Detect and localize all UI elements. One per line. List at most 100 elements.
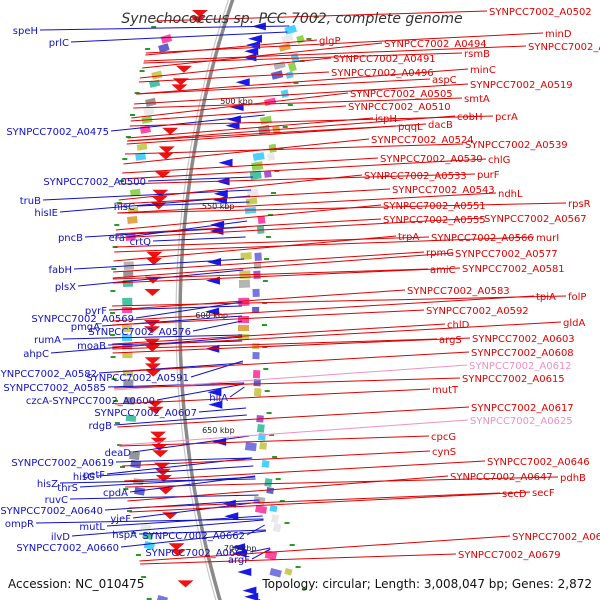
left-gene-label[interactable]: SYNPCC7002_A0640: [0, 506, 103, 517]
right-gene-label[interactable]: SYNPCC7002_A0608: [471, 348, 574, 359]
right-gene-label[interactable]: chlD: [447, 320, 470, 331]
right-gene-label[interactable]: SYNPCC7002_A0543: [392, 185, 495, 196]
right-gene-label[interactable]: SYNPCC7002_A0524: [371, 135, 474, 146]
right-gene-label[interactable]: SYNPCC7002_A0625: [470, 416, 573, 427]
right-gene-label[interactable]: pdhB: [560, 473, 586, 484]
right-gene-label[interactable]: SYNPCC7002_A0581: [462, 264, 565, 275]
right-gene-label[interactable]: SYNPCC7002_A0519: [470, 80, 573, 91]
left-gene-label[interactable]: yjeF: [110, 514, 131, 525]
right-gene-label[interactable]: cobH: [457, 112, 482, 123]
right-gene-label[interactable]: rpsR: [568, 199, 591, 210]
right-gene-label[interactable]: SYNPCC7002_A0583: [407, 286, 510, 297]
left-gene-label[interactable]: SYNPCC7002_A0585: [3, 383, 106, 394]
right-gene-label[interactable]: SYNPCC7002_A0551: [383, 201, 486, 212]
right-gene-label[interactable]: SYNPCC7002_A0679: [458, 550, 561, 561]
left-gene-label[interactable]: fabH: [48, 265, 72, 276]
right-gene-label[interactable]: rpmG: [426, 248, 454, 259]
left-gene-label[interactable]: hisIE: [34, 208, 58, 219]
left-gene-label[interactable]: SYNPCC7002_A0591: [86, 373, 189, 384]
right-gene-label[interactable]: SYNPCC7002_A0646: [487, 457, 590, 468]
left-gene-label[interactable]: thrS: [57, 483, 78, 494]
right-gene-label[interactable]: ispH: [375, 114, 397, 125]
right-gene-label[interactable]: secF: [532, 488, 555, 499]
left-gene-label[interactable]: SYNPCC7002_A0607: [94, 408, 197, 419]
right-gene-label[interactable]: tpiA: [536, 292, 556, 303]
right-gene-label[interactable]: trpA: [398, 232, 419, 243]
right-gene-label[interactable]: dacB: [428, 120, 453, 131]
right-gene-label[interactable]: argS: [439, 335, 462, 346]
left-gene-label[interactable]: SYNPCC7002_A0582: [0, 369, 97, 380]
right-gene-label[interactable]: SYNPCC7002_A0530: [380, 154, 483, 165]
right-gene-label[interactable]: murI: [536, 233, 559, 244]
right-gene-label[interactable]: pqqL: [398, 122, 423, 133]
right-gene-label[interactable]: SYNPCC7002_A0491: [333, 54, 436, 65]
left-gene-label[interactable]: ilvD: [51, 532, 70, 543]
right-gene-label[interactable]: SYNPCC7002_A0496: [331, 68, 434, 79]
left-gene-label[interactable]: SYNPCC7002_A0569: [31, 314, 134, 325]
left-gene-label[interactable]: SYNPCC7002_A0669: [145, 548, 248, 559]
right-gene-label[interactable]: SYNPCC7002_A0567: [484, 214, 587, 225]
left-gene-label[interactable]: SYNPCC7002_A0619: [11, 458, 114, 469]
left-gene-label[interactable]: moaB: [77, 341, 106, 352]
left-gene-label[interactable]: era: [109, 233, 125, 244]
left-gene-label[interactable]: prlC: [49, 38, 69, 49]
left-gene-label[interactable]: hspA: [112, 530, 137, 541]
right-gene-label[interactable]: SYNPCC7002_A0617: [471, 403, 574, 414]
left-gene-label[interactable]: hisC: [114, 202, 135, 213]
right-gene-label[interactable]: SYNPCC7002_A0577: [455, 249, 558, 260]
right-gene-label[interactable]: SYNPCC7002_A0647: [450, 472, 553, 483]
right-gene-label[interactable]: SYNPCC7002_A0539: [465, 140, 568, 151]
right-gene-label[interactable]: secD: [502, 489, 527, 500]
right-gene-label[interactable]: gldA: [563, 318, 585, 329]
left-gene-label[interactable]: ahpC: [23, 349, 49, 360]
right-gene-label[interactable]: glgP: [319, 36, 341, 47]
left-gene-label[interactable]: SYNPCC7002_A0576: [88, 327, 191, 338]
left-gene-label[interactable]: rdgB: [89, 421, 113, 432]
right-gene-label[interactable]: cynS: [432, 447, 456, 458]
left-gene-label[interactable]: SYNPCC7002_A0662: [142, 531, 245, 542]
right-gene-label[interactable]: SYNPCC7002_A0603: [472, 334, 575, 345]
left-gene-label[interactable]: hisZ: [37, 479, 58, 490]
left-gene-label[interactable]: argF: [228, 555, 250, 566]
left-gene-label[interactable]: SYNPCC7002_A0475: [6, 127, 109, 138]
left-gene-label[interactable]: hisG: [73, 472, 95, 483]
left-gene-label[interactable]: petF: [83, 470, 105, 481]
right-gene-label[interactable]: SYNPCC7002_A0592: [426, 306, 529, 317]
left-gene-label[interactable]: hliA: [209, 393, 228, 404]
right-gene-label[interactable]: SYNPCC7002_A0533: [364, 171, 467, 182]
left-gene-label[interactable]: rumA: [34, 335, 61, 346]
left-gene-label[interactable]: plsX: [55, 282, 76, 293]
left-gene-label[interactable]: czcA-SYNPCC7002_A0600: [26, 396, 155, 407]
right-gene-label[interactable]: SYNPCC7002_A0555: [383, 215, 486, 226]
right-gene-label[interactable]: SYNPCC7002_A0673: [512, 532, 600, 543]
left-gene-label[interactable]: ruvC: [45, 495, 68, 506]
right-gene-label[interactable]: mutT: [432, 385, 459, 396]
right-gene-label[interactable]: SYNPCC7002_A0502: [489, 7, 592, 18]
left-gene-label[interactable]: speH: [13, 26, 38, 37]
right-gene-label[interactable]: SYNPCC7002_A0615: [462, 374, 565, 385]
right-gene-label[interactable]: purF: [477, 170, 500, 181]
left-gene-label[interactable]: SYNPCC7002_A0660: [16, 543, 119, 554]
right-gene-label[interactable]: folP: [568, 292, 586, 303]
right-gene-label[interactable]: SYNPCC7002_A0510: [348, 102, 451, 113]
left-gene-label[interactable]: deaD: [105, 448, 132, 459]
right-gene-label[interactable]: SYNPCC7002_A0505: [350, 89, 453, 100]
right-gene-label[interactable]: amiC: [430, 265, 456, 276]
right-gene-label[interactable]: smtA: [464, 94, 490, 105]
right-gene-label[interactable]: rsmB: [464, 49, 490, 60]
left-gene-label[interactable]: SYNPCC7002_A0500: [43, 177, 146, 188]
right-gene-label[interactable]: chlG: [488, 155, 510, 166]
right-gene-label[interactable]: SYNPCC7002_A0612: [469, 361, 572, 372]
right-gene-label[interactable]: aspC: [432, 75, 457, 86]
right-gene-label[interactable]: ndhL: [498, 189, 523, 200]
left-gene-label[interactable]: crtQ: [130, 237, 152, 248]
left-gene-label[interactable]: pyrF: [85, 306, 107, 317]
right-gene-label[interactable]: SYNPCC7002_A0509: [528, 42, 600, 53]
left-gene-label[interactable]: ompR: [5, 519, 34, 530]
left-gene-label[interactable]: cpdA: [103, 488, 128, 499]
left-gene-label[interactable]: pmgA: [71, 322, 100, 333]
left-gene-label[interactable]: pncB: [58, 233, 83, 244]
left-gene-label[interactable]: truB: [20, 196, 41, 207]
right-gene-label[interactable]: SYNPCC7002_A0494: [384, 39, 487, 50]
right-gene-label[interactable]: SYNPCC7002_A0566: [431, 233, 534, 244]
